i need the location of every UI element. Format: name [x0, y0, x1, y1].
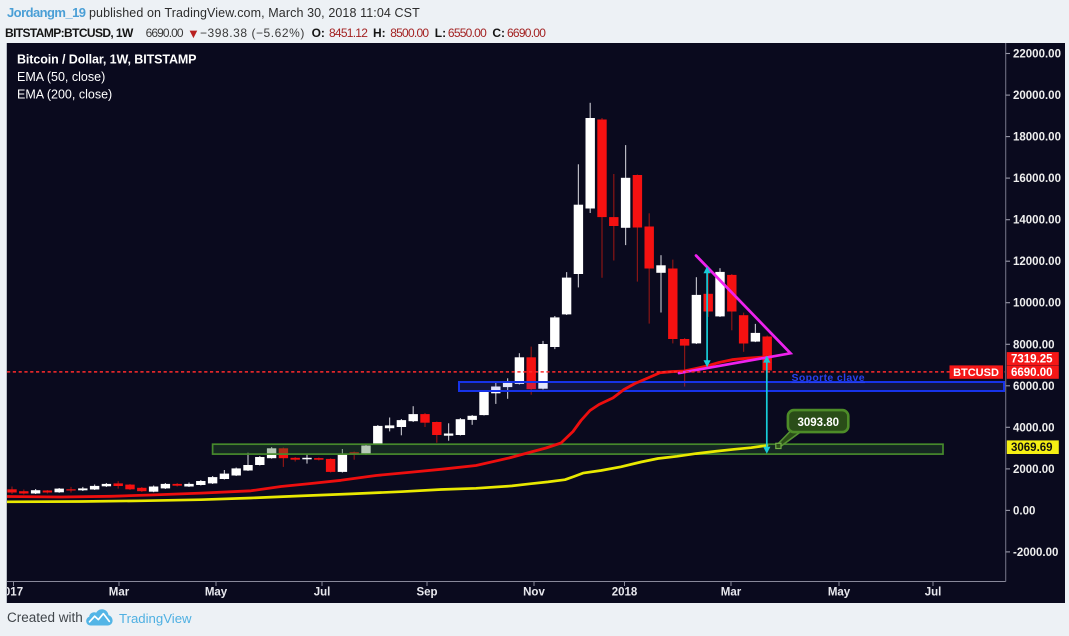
svg-text:20000.00: 20000.00: [1013, 90, 1061, 102]
svg-text:Nov: Nov: [523, 586, 545, 598]
svg-text:May: May: [205, 586, 228, 598]
svg-text:8000.00: 8000.00: [1013, 339, 1055, 351]
svg-text:017: 017: [7, 586, 23, 598]
svg-text:EMA (50, close): EMA (50, close): [17, 70, 105, 84]
svg-text:Mar: Mar: [109, 586, 130, 598]
svg-text:16000.00: 16000.00: [1013, 173, 1061, 185]
svg-text:18000.00: 18000.00: [1013, 131, 1061, 143]
svg-text:0.00: 0.00: [1013, 505, 1035, 517]
svg-text:Bitcoin / Dollar, 1W, BITSTAMP: Bitcoin / Dollar, 1W, BITSTAMP: [17, 52, 196, 66]
svg-text:3069.69: 3069.69: [1011, 442, 1053, 454]
svg-text:BTCUSD: BTCUSD: [953, 367, 999, 379]
svg-text:3093.80: 3093.80: [798, 416, 840, 428]
svg-text:-2000.00: -2000.00: [1013, 546, 1058, 558]
svg-text:7319.25: 7319.25: [1011, 353, 1053, 365]
svg-text:Mar: Mar: [721, 586, 742, 598]
svg-text:Sep: Sep: [416, 586, 437, 598]
svg-text:6690.00: 6690.00: [1011, 367, 1053, 379]
svg-text:6000.00: 6000.00: [1013, 380, 1055, 392]
svg-text:22000.00: 22000.00: [1013, 48, 1061, 60]
svg-text:14000.00: 14000.00: [1013, 214, 1061, 226]
svg-text:Jul: Jul: [314, 586, 331, 598]
svg-text:Jul: Jul: [925, 586, 942, 598]
svg-text:10000.00: 10000.00: [1013, 297, 1061, 309]
svg-text:2000.00: 2000.00: [1013, 463, 1055, 475]
svg-text:EMA (200, close): EMA (200, close): [17, 87, 112, 101]
svg-text:12000.00: 12000.00: [1013, 256, 1061, 268]
svg-text:2018: 2018: [612, 586, 638, 598]
svg-text:May: May: [828, 586, 851, 598]
svg-text:Soporte clave: Soporte clave: [792, 372, 865, 384]
svg-text:4000.00: 4000.00: [1013, 422, 1055, 434]
